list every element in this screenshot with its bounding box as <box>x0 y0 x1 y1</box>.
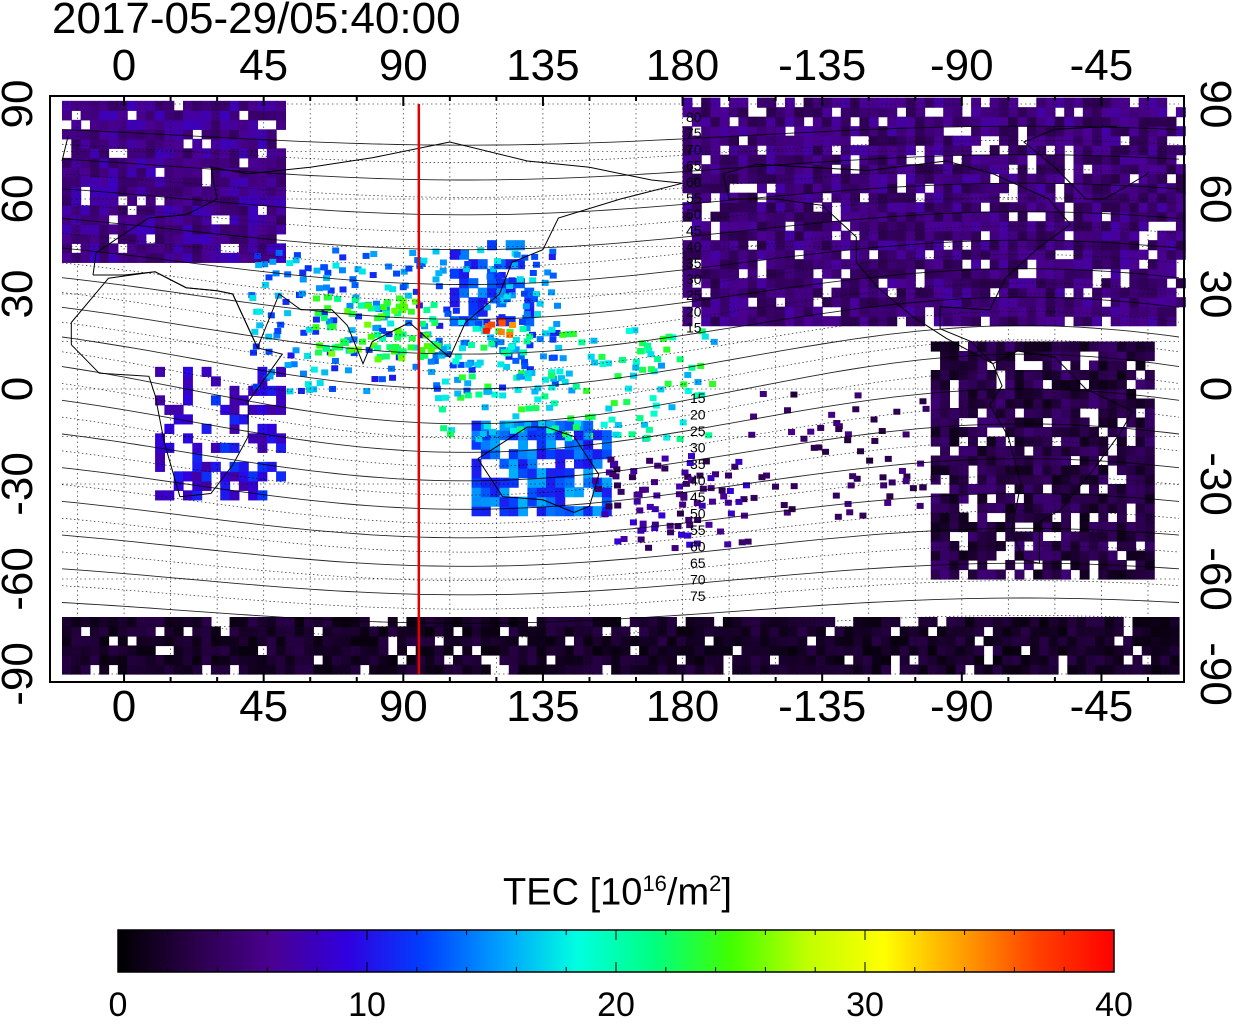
bot-tick-label: 135 <box>506 682 580 731</box>
top-tick-label: 90 <box>378 41 428 90</box>
bot-tick-label: -90 <box>930 682 994 731</box>
colorbar-minor-ticks <box>167 930 1065 972</box>
contour-label: 75 <box>690 588 706 604</box>
top-tick-label: 45 <box>239 41 289 90</box>
contour-labels: 8075706560555045403530252015152025303540… <box>686 109 706 604</box>
coastlines <box>61 125 1149 564</box>
contour-label: 45 <box>686 222 702 238</box>
bot-tick-label: 180 <box>645 682 720 731</box>
top-tick-label: 135 <box>506 41 580 90</box>
top-tick-label: 0 <box>111 41 137 90</box>
colorbar-tick-label: 0 <box>108 986 128 1024</box>
bot-tick-label: -135 <box>778 682 867 731</box>
map-timestamp: 2017-05-29/05:40:00 <box>52 0 461 43</box>
contour-label: 65 <box>690 555 706 571</box>
contour-label: 35 <box>686 255 702 271</box>
top-tick-label: -135 <box>778 41 867 90</box>
bot-tick-label: 45 <box>239 682 289 731</box>
contour-label: 55 <box>686 190 702 206</box>
contour-label: 60 <box>690 539 706 555</box>
contour-label: 15 <box>690 390 706 406</box>
colorbar-title: TEC [1016/m2] <box>503 871 732 914</box>
contour-label: 70 <box>690 572 706 588</box>
contour-label: 50 <box>686 206 702 222</box>
contour-label: 45 <box>690 489 706 505</box>
top-tick-label: -45 <box>1069 41 1134 90</box>
contour-label: 20 <box>686 303 702 319</box>
contour-label: 30 <box>686 271 702 287</box>
top-tick-label: -90 <box>930 41 994 90</box>
contour-label: 80 <box>686 109 702 125</box>
contour-label: 65 <box>686 158 702 174</box>
contour-label: 70 <box>686 141 702 157</box>
bot-tick-label: 90 <box>378 682 428 731</box>
contour-label: 30 <box>690 440 706 456</box>
contour-label: 40 <box>690 473 706 489</box>
contour-label: 50 <box>690 506 706 522</box>
colorbar-tick-label: 40 <box>1095 986 1133 1024</box>
frame-ticks <box>123 96 1149 682</box>
map-frame <box>49 95 1185 683</box>
contour-label: 20 <box>690 407 706 423</box>
bot-tick-label: 0 <box>111 682 137 731</box>
bot-tick-label: -45 <box>1069 682 1134 731</box>
contour-label: 15 <box>686 320 702 336</box>
top-tick-label: 180 <box>645 41 720 90</box>
colorbar-tick-label: 10 <box>348 986 386 1024</box>
contour-label: 25 <box>690 423 706 439</box>
contour-label: 60 <box>686 174 702 190</box>
contour-label: 40 <box>686 239 702 255</box>
tec-data-layer <box>62 97 1186 675</box>
colorbar-tick-label: 30 <box>846 986 884 1024</box>
contour-label: 55 <box>690 522 706 538</box>
contour-label: 35 <box>690 456 706 472</box>
colorbar-tick-label: 20 <box>597 986 635 1024</box>
contour-label: 25 <box>686 287 702 303</box>
magnetic-latitude-contours <box>61 125 1180 638</box>
contour-label: 75 <box>686 125 702 141</box>
